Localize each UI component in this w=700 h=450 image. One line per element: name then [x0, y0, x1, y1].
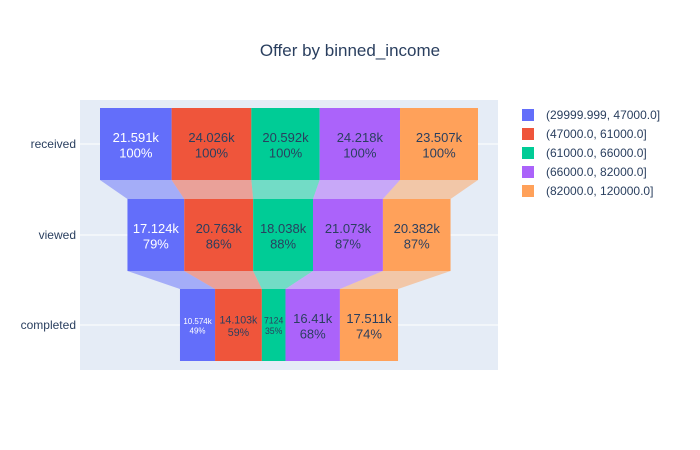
- bar-value-completed-series-3: 16.41k: [293, 311, 333, 326]
- bar-percent-received-series-4: 100%: [422, 146, 456, 161]
- bar-percent-viewed-series-1: 86%: [206, 237, 232, 252]
- bar-percent-viewed-series-2: 88%: [270, 237, 296, 252]
- bar-viewed-series-4[interactable]: [382, 199, 451, 271]
- legend-item-2[interactable]: (61000.0, 66000.0]: [522, 146, 647, 160]
- legend-item-1[interactable]: (47000.0, 61000.0]: [522, 127, 647, 141]
- bar-value-received-series-1: 24.026k: [188, 130, 235, 145]
- bar-received-series-3[interactable]: [319, 108, 401, 180]
- y-axis-ticks: received viewed completed: [21, 137, 76, 332]
- bar-viewed-series-1[interactable]: [184, 199, 254, 271]
- bar-percent-completed-series-4: 74%: [356, 327, 382, 342]
- bar-value-viewed-series-1: 20.763k: [196, 221, 243, 236]
- connector-received-to-viewed-series-2: [251, 180, 320, 199]
- bar-percent-completed-series-0: 49%: [190, 326, 206, 335]
- bar-received-series-4[interactable]: [400, 108, 478, 180]
- bar-value-viewed-series-4: 20.382k: [394, 221, 441, 236]
- bar-value-received-series-3: 24.218k: [337, 130, 384, 145]
- y-tick-viewed: viewed: [39, 228, 76, 242]
- bar-percent-received-series-0: 100%: [119, 146, 153, 161]
- bar-value-viewed-series-0: 17.124k: [133, 221, 180, 236]
- bar-value-completed-series-1: 14.103k: [220, 314, 259, 326]
- bar-completed-series-0[interactable]: [179, 289, 216, 361]
- y-tick-completed: completed: [21, 318, 76, 332]
- connector-viewed-to-completed-series-4: [339, 271, 451, 289]
- legend-label: (82000.0, 120000.0]: [546, 184, 653, 198]
- chart-title: Offer by binned_income: [260, 41, 440, 60]
- legend-label: (61000.0, 66000.0]: [546, 146, 647, 160]
- funnel-bars: [100, 108, 478, 361]
- legend: (29999.999, 47000.0] (47000.0, 61000.0] (6…: [522, 108, 660, 198]
- bar-received-series-2[interactable]: [251, 108, 320, 180]
- bar-percent-completed-series-3: 68%: [300, 327, 326, 342]
- funnel-connectors: [100, 180, 478, 289]
- bar-percent-viewed-series-3: 87%: [335, 237, 361, 252]
- connector-received-to-viewed-series-3: [313, 180, 401, 199]
- bar-received-series-1[interactable]: [171, 108, 252, 180]
- bar-value-completed-series-0: 10.574k: [183, 317, 211, 326]
- bar-value-viewed-series-3: 21.073k: [325, 221, 372, 236]
- legend-item-0[interactable]: (29999.999, 47000.0]: [522, 108, 660, 122]
- bar-percent-received-series-1: 100%: [195, 146, 229, 161]
- y-tick-received: received: [31, 137, 76, 151]
- bar-completed-series-2[interactable]: [261, 289, 286, 361]
- bar-value-received-series-4: 23.507k: [416, 130, 463, 145]
- bar-percent-completed-series-1: 59%: [228, 327, 250, 339]
- bar-viewed-series-3[interactable]: [313, 199, 383, 271]
- legend-item-3[interactable]: (66000.0, 82000.0]: [522, 165, 647, 179]
- bar-labels: 21.591k100%24.026k100%20.592k100%24.218k…: [113, 130, 463, 342]
- connector-viewed-to-completed-series-0: [127, 271, 216, 289]
- bar-completed-series-1[interactable]: [215, 289, 262, 361]
- connector-viewed-to-completed-series-2: [253, 271, 314, 289]
- bar-percent-viewed-series-0: 79%: [143, 237, 169, 252]
- connector-received-to-viewed-series-4: [382, 180, 478, 199]
- legend-swatch: [522, 109, 534, 121]
- bar-viewed-series-2[interactable]: [253, 199, 314, 271]
- legend-swatch: [522, 147, 534, 159]
- connector-viewed-to-completed-series-1: [184, 271, 262, 289]
- legend-swatch: [522, 166, 534, 178]
- legend-item-4[interactable]: (82000.0, 120000.0]: [522, 184, 653, 198]
- bar-completed-series-4[interactable]: [339, 289, 399, 361]
- connector-viewed-to-completed-series-3: [285, 271, 383, 289]
- bar-percent-completed-series-2: 35%: [265, 326, 283, 336]
- bar-received-series-0[interactable]: [100, 108, 172, 180]
- legend-label: (66000.0, 82000.0]: [546, 165, 647, 179]
- bar-percent-viewed-series-4: 87%: [404, 237, 430, 252]
- legend-label: (29999.999, 47000.0]: [546, 108, 660, 122]
- connector-received-to-viewed-series-1: [171, 180, 254, 199]
- bar-viewed-series-0[interactable]: [127, 199, 185, 271]
- bar-value-completed-series-4: 17.511k: [346, 311, 392, 326]
- connector-received-to-viewed-series-0: [100, 180, 185, 199]
- legend-label: (47000.0, 61000.0]: [546, 127, 647, 141]
- legend-swatch: [522, 128, 534, 140]
- bar-percent-received-series-2: 100%: [269, 146, 303, 161]
- bar-value-completed-series-2: 7124: [264, 316, 284, 326]
- bar-value-viewed-series-2: 18.038k: [260, 221, 307, 236]
- bar-value-received-series-2: 20.592k: [262, 130, 309, 145]
- legend-swatch: [522, 185, 534, 197]
- bar-percent-received-series-3: 100%: [343, 146, 377, 161]
- bar-value-received-series-0: 21.591k: [113, 130, 160, 145]
- bar-completed-series-3[interactable]: [285, 289, 340, 361]
